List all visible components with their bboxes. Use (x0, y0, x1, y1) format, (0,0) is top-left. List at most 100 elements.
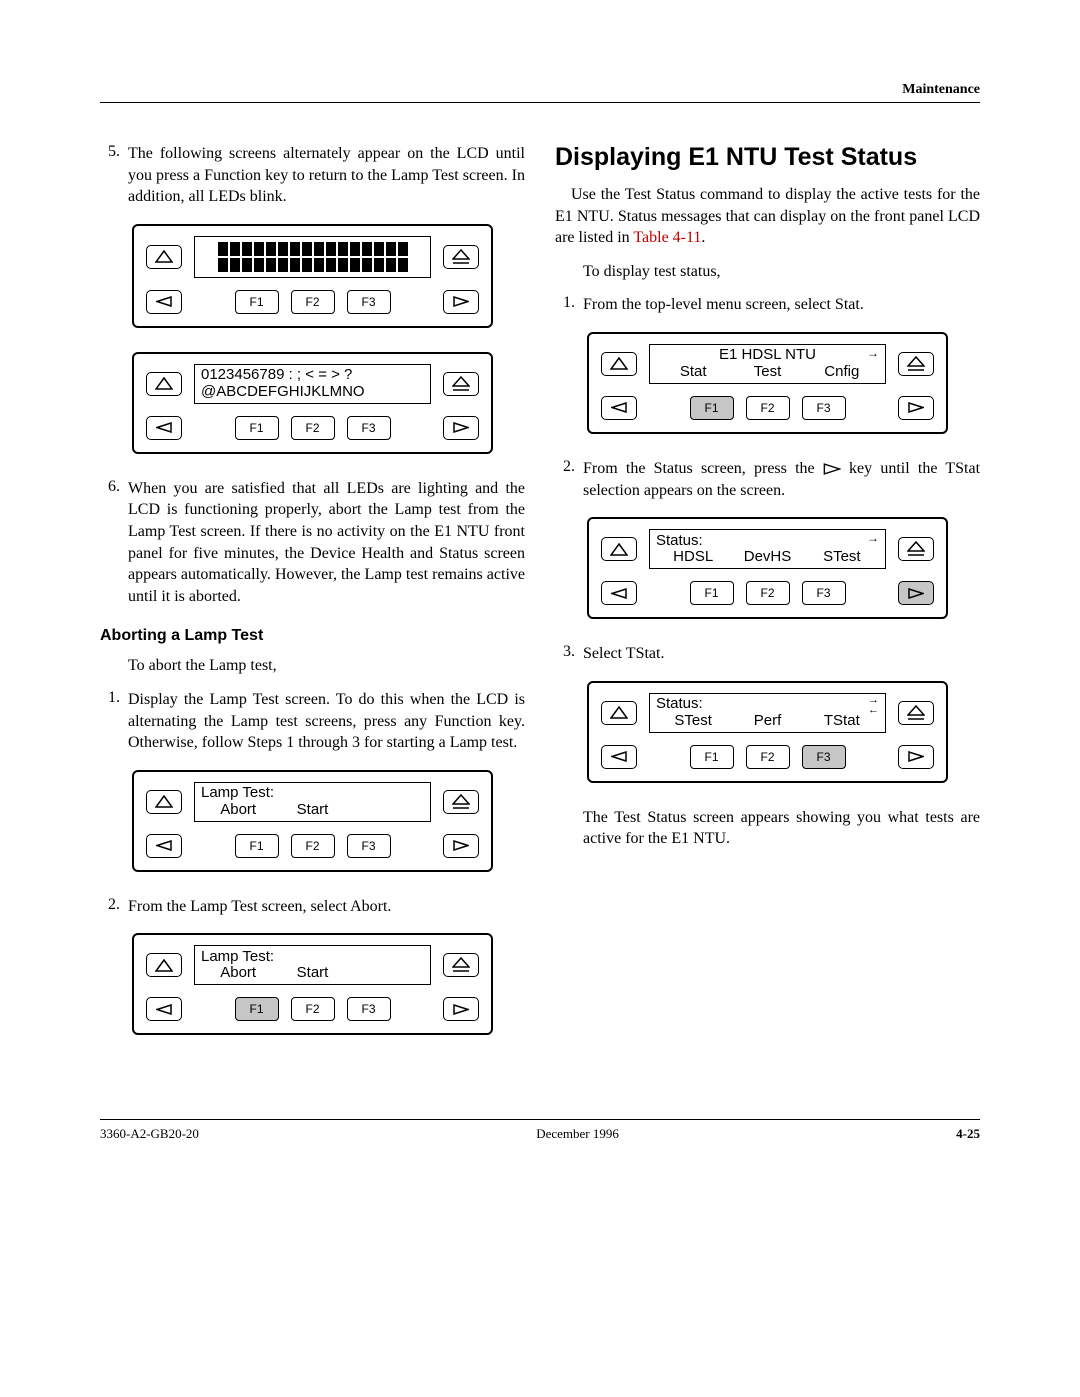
lcd-display: →← Status: STest Perf TStat (649, 693, 886, 733)
left-key[interactable] (146, 416, 182, 440)
eject-key[interactable] (443, 372, 479, 396)
lcd-display: 0123456789 : ; < = > ? @ABCDEFGHIJKLMNO (194, 364, 431, 404)
step-body: From the Lamp Test screen, select Abort. (128, 896, 525, 918)
lcd-panel-e1menu: → E1 HDSL NTU Stat Test Cnfig F1 (587, 332, 948, 434)
function-keys: F1 F2 F3 (194, 834, 431, 858)
f1-key[interactable]: F1 (690, 581, 734, 605)
eject-key[interactable] (443, 953, 479, 977)
f2-key[interactable]: F2 (746, 745, 790, 769)
abort-step-2: 2. From the Lamp Test screen, select Abo… (100, 896, 525, 918)
step-body: From the Status screen, press the key un… (583, 458, 980, 501)
up-key[interactable] (601, 537, 637, 561)
lcd-panel-ascii: 0123456789 : ; < = > ? @ABCDEFGHIJKLMNO … (132, 352, 493, 454)
f2-key[interactable]: F2 (746, 581, 790, 605)
up-key[interactable] (146, 372, 182, 396)
triangle-right-icon (453, 840, 469, 851)
up-key[interactable] (601, 701, 637, 725)
lcd-panel-status1: → Status: HDSL DevHS STest F1 (587, 517, 948, 619)
right-key[interactable] (443, 290, 479, 314)
eject-key[interactable] (898, 701, 934, 725)
right-key[interactable] (443, 416, 479, 440)
triangle-left-icon (611, 402, 627, 413)
left-key[interactable] (146, 290, 182, 314)
eject-key[interactable] (443, 790, 479, 814)
page-number: 4-25 (956, 1126, 980, 1142)
lcd-line1: Status: (656, 696, 879, 713)
menu-opt: Abort (201, 965, 275, 982)
lcd-line1: E1 HDSL NTU (656, 347, 879, 364)
triangle-up-icon (610, 543, 628, 556)
f1-key[interactable]: F1 (235, 290, 279, 314)
lcd-menu: Stat Test Cnfig (656, 364, 879, 381)
eject-key[interactable] (898, 537, 934, 561)
triangle-right-icon (453, 296, 469, 307)
step-number: 2. (555, 458, 583, 501)
menu-opt (350, 802, 424, 819)
right-column: Displaying E1 NTU Test Status Use the Te… (555, 143, 980, 1059)
triangle-left-icon (156, 840, 172, 851)
left-key[interactable] (601, 745, 637, 769)
lcd-line1: 0123456789 : ; < = > ? (201, 367, 424, 384)
up-key[interactable] (146, 245, 182, 269)
up-key[interactable] (601, 352, 637, 376)
f3-key[interactable]: F3 (802, 745, 846, 769)
eject-icon (907, 705, 925, 721)
doc-date: December 1996 (536, 1126, 619, 1142)
left-key[interactable] (601, 396, 637, 420)
right-key[interactable] (443, 997, 479, 1021)
lcd-panel-lamp1: Lamp Test: Abort Start F1 F2 (132, 770, 493, 872)
f2-key[interactable]: F2 (291, 834, 335, 858)
f3-key[interactable]: F3 (802, 581, 846, 605)
eject-icon (907, 356, 925, 372)
arrow-right-icon: → (867, 347, 879, 360)
lcd-line1: Lamp Test: (201, 785, 424, 802)
left-key[interactable] (601, 581, 637, 605)
f1-key[interactable]: F1 (690, 396, 734, 420)
f3-key[interactable]: F3 (347, 834, 391, 858)
f3-key[interactable]: F3 (802, 396, 846, 420)
menu-opt: STest (656, 713, 730, 730)
left-key[interactable] (146, 834, 182, 858)
function-keys: F1 F2 F3 (194, 997, 431, 1021)
lcd-panel-lamp2: Lamp Test: Abort Start F1 F2 (132, 933, 493, 1035)
function-keys: F1 F2 F3 (649, 745, 886, 769)
right-key[interactable] (898, 396, 934, 420)
eject-key[interactable] (443, 245, 479, 269)
lcd-panel-blocks: F1 F2 F3 (132, 224, 493, 328)
triangle-up-icon (155, 959, 173, 972)
eject-key[interactable] (898, 352, 934, 376)
step-body: When you are satisfied that all LEDs are… (128, 478, 525, 608)
f1-key[interactable]: F1 (235, 834, 279, 858)
step-body: Select TStat. (583, 643, 980, 665)
f2-key[interactable]: F2 (291, 290, 335, 314)
lcd-line1: Lamp Test: (201, 949, 424, 966)
triangle-left-icon (611, 588, 627, 599)
f3-key[interactable]: F3 (347, 997, 391, 1021)
up-key[interactable] (146, 790, 182, 814)
up-key[interactable] (146, 953, 182, 977)
display-step-2: 2. From the Status screen, press the key… (555, 458, 980, 501)
right-key[interactable] (443, 834, 479, 858)
triangle-left-icon (156, 422, 172, 433)
step-body: The following screens alternately appear… (128, 143, 525, 208)
f1-key[interactable]: F1 (235, 997, 279, 1021)
f2-key[interactable]: F2 (291, 997, 335, 1021)
triangle-right-icon (453, 1004, 469, 1015)
step-body: Display the Lamp Test screen. To do this… (128, 689, 525, 754)
page-footer: 3360-A2-GB20-20 December 1996 4-25 (100, 1119, 980, 1142)
f3-key[interactable]: F3 (347, 290, 391, 314)
right-key[interactable] (898, 745, 934, 769)
step-number: 6. (100, 478, 128, 608)
f2-key[interactable]: F2 (746, 396, 790, 420)
section-heading: Displaying E1 NTU Test Status (555, 143, 980, 172)
f1-key[interactable]: F1 (235, 416, 279, 440)
triangle-up-icon (610, 706, 628, 719)
menu-opt: Test (730, 364, 804, 381)
display-step-1: 1. From the top-level menu screen, selec… (555, 294, 980, 316)
f1-key[interactable]: F1 (690, 745, 734, 769)
f3-key[interactable]: F3 (347, 416, 391, 440)
f2-key[interactable]: F2 (291, 416, 335, 440)
table-reference-link[interactable]: Table 4-11 (633, 229, 701, 246)
right-key[interactable] (898, 581, 934, 605)
left-key[interactable] (146, 997, 182, 1021)
